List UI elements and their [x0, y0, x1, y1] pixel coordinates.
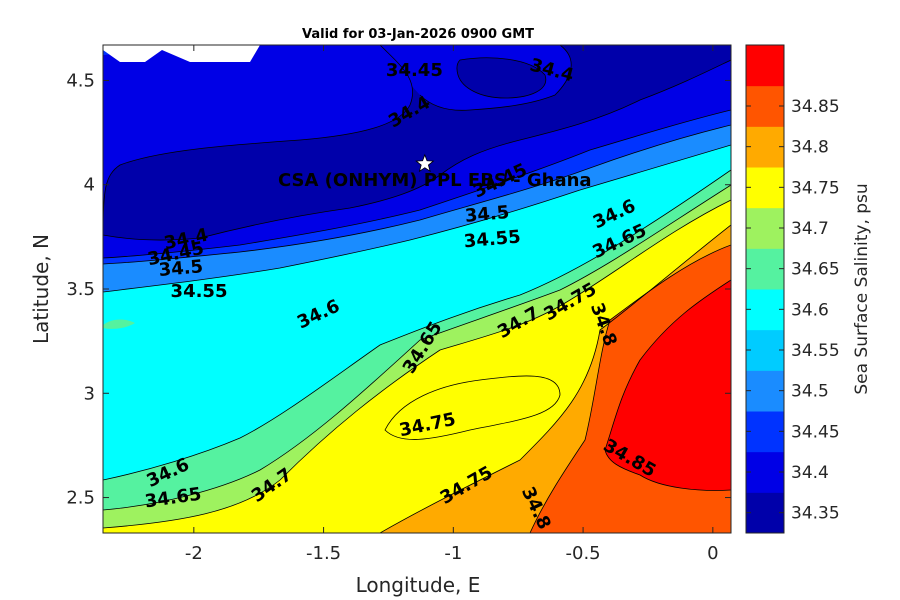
contour-line-34.5 — [103, 124, 731, 265]
contour-line-34.7 — [103, 199, 731, 529]
y-tick-label: 4 — [84, 175, 95, 196]
annotations: CSA (ONHYM) PPL EBS - Ghana — [278, 153, 592, 191]
colorbar: 34.35 34.4 34.45 34.5 34.55 34.6 34.65 34.7 34.7… — [745, 44, 840, 534]
colorbar-frame — [745, 44, 785, 534]
colorbar-segment — [746, 207, 784, 249]
contour-label: 34.5 — [158, 256, 204, 281]
y-tick-label: 3.5 — [66, 279, 95, 300]
band-34.7-34.75-inner — [385, 375, 560, 440]
x-tick-label: -1 — [444, 543, 462, 564]
colorbar-segment — [746, 370, 784, 412]
contour-lines — [103, 45, 731, 533]
colorbar-segment — [746, 329, 784, 371]
colorbar-segment — [746, 248, 784, 290]
colorbar-segment — [746, 45, 784, 87]
colorbar-tick-label: 34.4 — [791, 463, 829, 483]
station-label: CSA (ONHYM) PPL EBS - Ghana — [278, 170, 592, 191]
contour-label: 34.5 — [464, 202, 510, 227]
no-data-region — [103, 45, 260, 62]
colorbar-tick-label: 34.75 — [791, 178, 840, 198]
y-axis-label: Latitude, N — [29, 234, 53, 344]
contour-line-34.65 — [103, 184, 731, 511]
plot-area — [103, 45, 731, 533]
colorbar-segment — [746, 411, 784, 453]
x-tick-label: -2 — [185, 543, 203, 564]
x-axis-label: Longitude, E — [356, 573, 481, 597]
colorbar-tick-label: 34.85 — [791, 97, 840, 117]
colorbar-tick-label: 34.45 — [791, 422, 840, 442]
x-axis: -2 -1.5 -1 -0.5 0 — [185, 45, 719, 564]
colorbar-segment — [746, 492, 784, 534]
contour-line-34.55 — [103, 144, 731, 293]
colorbar-segment — [746, 289, 784, 331]
colorbar-tick-label: 34.35 — [791, 504, 840, 524]
contour-line-34.45 — [103, 109, 731, 259]
colorbar-tick-label: 34.7 — [791, 219, 829, 239]
contour-line-34.75 — [379, 224, 731, 533]
colorbar-segment — [746, 85, 784, 127]
colorbar-segment — [746, 126, 784, 168]
contour-label: 34.55 — [463, 227, 522, 253]
colorbar-segment — [746, 451, 784, 493]
y-tick-label: 3 — [84, 383, 95, 404]
contour-line-34.75-inner — [384, 375, 561, 440]
contour-label: 34.45 — [386, 60, 443, 81]
contour-line-34.35 — [456, 57, 547, 99]
contour-line-34.4 — [103, 45, 731, 241]
x-tick-label: -1.5 — [306, 543, 341, 564]
band-34.35-34.4 — [103, 45, 731, 241]
band-34.35-34.4-core — [456, 57, 546, 98]
x-tick-label: 0 — [707, 543, 718, 564]
colorbar-tick-label: 34.6 — [791, 300, 829, 320]
colorbar-segment — [746, 167, 784, 209]
y-tick-label: 2.5 — [66, 488, 95, 509]
band-34.85-34.9 — [605, 280, 731, 491]
contour-line-34.85 — [604, 279, 731, 491]
contour-label: 34.55 — [171, 281, 228, 302]
colorbar-tick-label: 34.65 — [791, 260, 840, 280]
band-34.55-34.6-west-eddy — [103, 319, 135, 329]
colorbar-label: Sea Surface Salinity, psu — [852, 183, 872, 394]
y-axis: 2.5 3 3.5 4 4.5 — [66, 70, 731, 509]
chart-title: Valid for 03-Jan-2026 0900 GMT — [302, 27, 534, 42]
station-star-marker — [415, 153, 435, 173]
contour-line-34.4-north — [419, 45, 572, 111]
contour-line-34.6 — [103, 169, 731, 481]
colorbar-tick-label: 34.5 — [791, 382, 829, 402]
contour-line-34.8 — [529, 244, 731, 533]
colorbar-tick-label: 34.55 — [791, 341, 840, 361]
x-tick-label: -0.5 — [566, 543, 601, 564]
y-tick-label: 4.5 — [66, 70, 95, 91]
colorbar-tick-label: 34.8 — [791, 138, 829, 158]
